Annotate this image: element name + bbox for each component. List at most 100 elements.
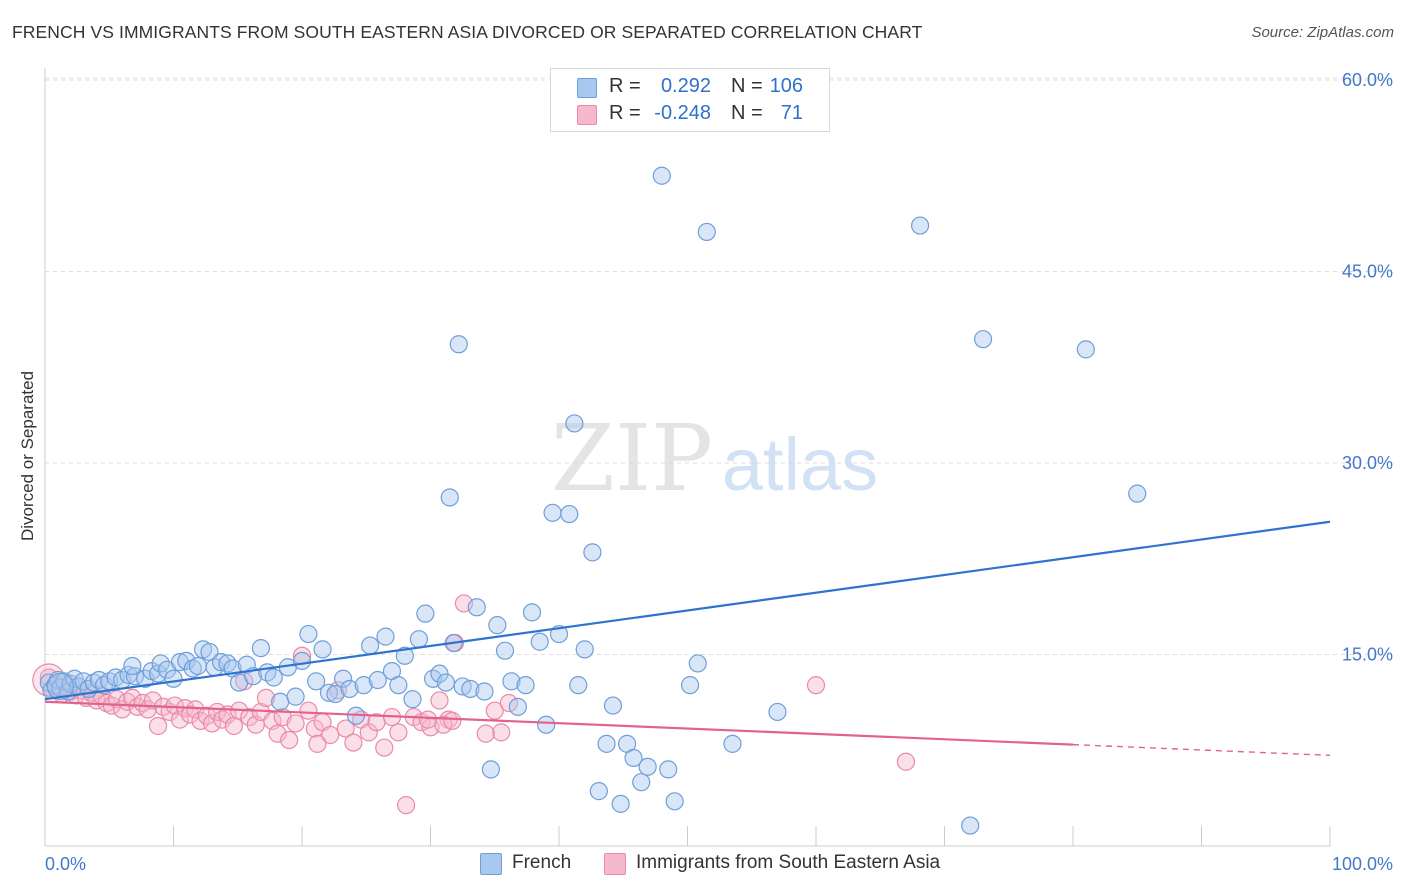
immigrants-point [344,733,363,752]
immigrants-point [143,691,163,710]
french-point [361,636,380,655]
french-point [530,632,549,651]
legend-row-french: R = 0.292 N = 106 [551,75,829,101]
french-point [416,604,435,623]
legend-label-french: French [512,852,572,873]
french-point [624,748,643,768]
french-point [481,760,500,779]
immigrants-point [321,725,340,745]
french-point [910,216,930,235]
legend-swatch-french [480,853,502,875]
french-point [409,630,429,649]
watermark-zip: ZIP [551,405,713,512]
french-point [961,816,980,835]
french-point [768,702,787,722]
french-point [475,682,494,701]
french-point [638,757,657,776]
chart-title: FRENCH VS IMMIGRANTS FROM SOUTH EASTERN … [12,22,923,42]
french-point [430,664,449,683]
legend-r-value: -0.248 [654,102,711,124]
immigrants-point [375,738,394,757]
french-point [502,672,521,691]
french-point [211,653,231,672]
french-point [326,684,345,704]
y-axis-title: Divorced or Separated [18,371,37,541]
french-point [395,646,414,665]
french-point [449,335,468,354]
french-point [188,656,208,676]
french-point [632,773,651,792]
french-point [680,676,700,695]
x-tick-label: 100.0% [1332,854,1393,874]
immigrants-point [170,710,190,729]
y-tick-label: 45.0% [1342,262,1393,282]
legend-swatch-immigrants [604,853,626,875]
legend-n-value: 106 [769,75,803,97]
correlation-legend: R = 0.292 N = 106 R = -0.248 N = 71 [550,68,830,132]
french-point [488,616,507,635]
axes: 15.0% 30.0% 45.0% 60.0% 0.0% 100.0% [44,68,1393,874]
french-point [697,222,716,242]
french-point [611,794,630,813]
immigrants-point [256,688,276,708]
immigrants-point [443,711,462,730]
french-trend-line [44,520,1331,701]
french-point [467,598,486,617]
french-point [665,792,684,811]
french-point [340,679,359,699]
french-point [723,734,742,753]
y-tick-label: 15.0% [1342,645,1393,665]
french-point [123,656,142,676]
french-point [516,676,535,695]
legend-n-label: N = [731,102,763,124]
french-point [183,659,202,678]
immigrants-point [286,714,305,733]
french-point [495,641,515,660]
french-point [46,672,75,701]
series-french-points [39,166,1147,835]
immigrants-point [336,719,355,738]
french-point [376,627,395,646]
french-point [652,166,671,185]
immigrants-point [213,710,232,729]
immigrants-point [806,676,826,695]
french-point [292,651,312,670]
watermark-atlas: atlas [722,423,878,506]
french-point [389,676,408,695]
legend-n-label: N = [731,75,763,97]
french-point [597,734,616,753]
legend-swatch-immigrants [577,105,597,125]
french-point [334,669,353,688]
french-point [659,760,678,779]
french-point [251,639,270,658]
legend-r-label: R = [609,75,641,97]
trend-lines [44,520,1331,757]
french-point [583,543,602,562]
x-tick-label: 0.0% [45,854,86,874]
immigrants-point [308,734,327,753]
immigrants-point [202,714,222,733]
source-label: Source: ZipAtlas.com [1251,24,1394,41]
legend-r-label: R = [609,102,641,124]
legend-label-immigrants: Immigrants from South Eastern Asia [636,852,941,873]
immigrants-trend-line-extrapolated [1072,743,1331,757]
french-point [537,715,556,734]
french-point [589,782,608,801]
french-point [237,655,256,674]
legend-r-value: 0.292 [660,75,711,97]
immigrants-point [396,796,416,815]
french-point [218,654,237,673]
immigrants-point [896,752,916,771]
french-point [164,669,183,688]
french-point [973,330,993,349]
french-point [560,504,579,524]
immigrants-point [359,723,378,742]
french-point [565,414,584,433]
immigrants-point [418,710,438,729]
french-point [1076,340,1095,359]
immigrants-point [280,730,299,750]
y-tick-label: 60.0% [1342,70,1393,90]
french-point [403,690,422,709]
french-point [368,670,387,690]
